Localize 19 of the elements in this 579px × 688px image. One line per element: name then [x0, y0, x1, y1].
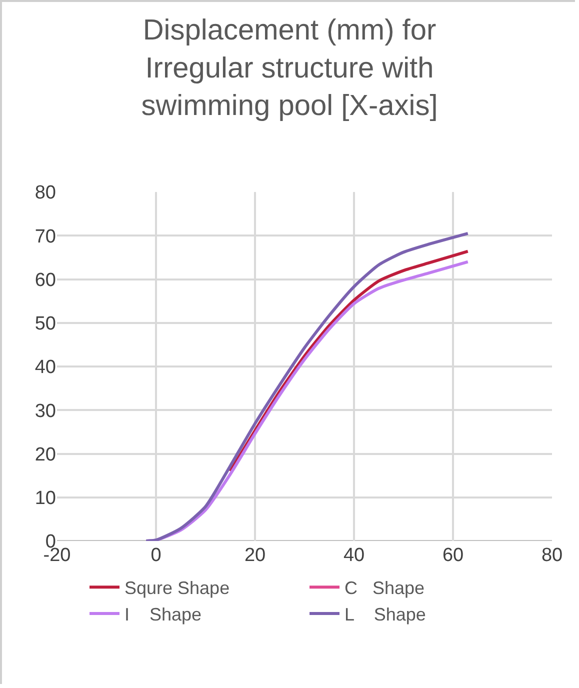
x-tick-label: 80	[541, 545, 563, 566]
legend-label: L Shape	[344, 604, 426, 625]
y-tick-label: 30	[34, 400, 56, 422]
legend-label: Squre Shape	[124, 578, 230, 598]
y-tick-label: 10	[34, 488, 56, 510]
chart-title: Displacement (mm) for Irregular structure with swimming pool [X-axis]	[141, 14, 438, 122]
line-series	[228, 250, 470, 473]
x-tick-label: 40	[343, 545, 365, 566]
y-tick-label: 50	[34, 314, 56, 335]
legend-label: C Shape	[344, 578, 425, 598]
y-tick-label: 40	[34, 357, 56, 378]
x-tick-label: 0	[150, 545, 162, 566]
x-tick-label: 20	[244, 545, 266, 566]
y-tick-label: 80	[34, 182, 56, 204]
y-tick-label: 70	[34, 226, 56, 248]
y-tick-label: 20	[34, 444, 56, 466]
legend-label: I Shape	[124, 604, 202, 625]
x-tick-label: 60	[442, 545, 464, 566]
y-tick-label: 60	[34, 270, 56, 291]
